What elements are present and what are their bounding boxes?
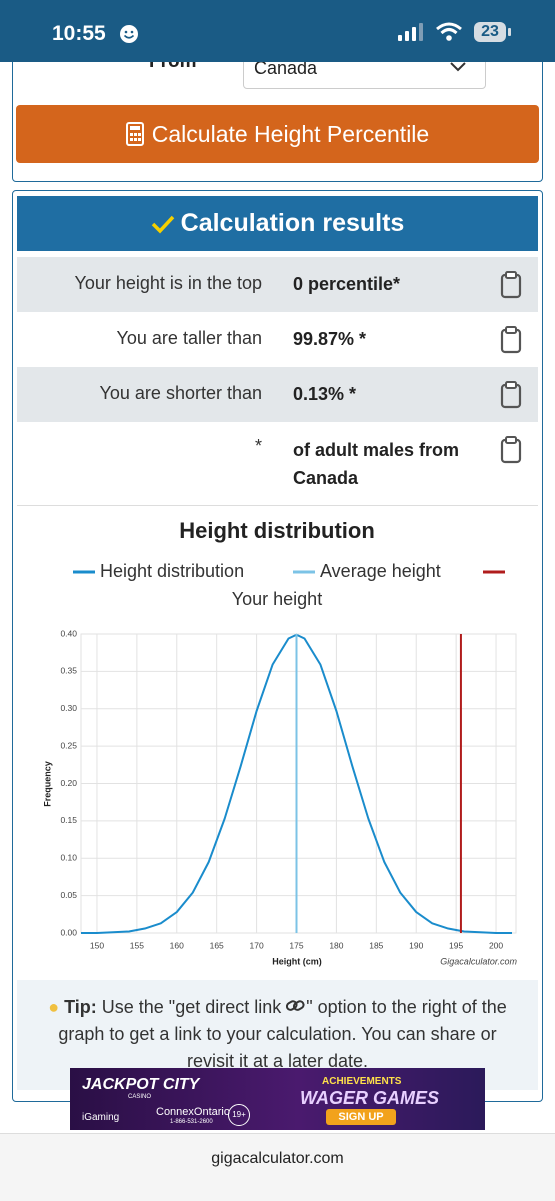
x-tick-label: 170	[250, 940, 264, 950]
result-row: * of adult males from Canada	[17, 422, 538, 504]
ad-banner-main: WAGER GAMES	[300, 1088, 440, 1108]
url: gigacalculator.com	[211, 1150, 344, 1167]
calculator-icon	[125, 122, 144, 146]
chevron	[450, 62, 466, 72]
y-tick-label: 0.15	[60, 815, 77, 825]
status-bar: 10:55 23	[0, 0, 555, 62]
browser-bar: gigacalculator.com	[0, 1133, 555, 1201]
result-label: Your height is in the top	[74, 273, 262, 293]
y-tick-label: 0.05	[60, 890, 77, 900]
calculate-button[interactable]: Calculate Height Percentile	[16, 105, 539, 163]
tip-after: " option to the right of the graph to ge…	[58, 997, 507, 1071]
y-tick-label: 0.10	[60, 853, 77, 863]
y-tick-label: 0.30	[60, 703, 77, 713]
smiley-icon	[120, 25, 138, 43]
divider	[17, 505, 538, 506]
chart: Height distribution Height distribution Av…	[42, 518, 517, 967]
result-label: You are shorter than	[99, 383, 262, 403]
result-value: 0 percentile*	[293, 274, 401, 294]
x-tick-label: 155	[130, 940, 144, 950]
x-tick-label: 160	[170, 940, 184, 950]
x-tick-label: 165	[210, 940, 224, 950]
battery-tip	[508, 28, 511, 36]
result-value: 99.87% *	[293, 329, 367, 349]
copy-icon[interactable]	[500, 381, 522, 409]
ad-age: 19+	[228, 1104, 250, 1126]
y-tick-label: 0.35	[60, 666, 77, 676]
ad-phone: 1-866-531-2600	[170, 1119, 213, 1125]
ad-cta[interactable]: SIGN UP	[326, 1109, 396, 1125]
result-row: You are shorter than 0.13% *	[17, 367, 538, 422]
ad-connex: ConnexOntario	[156, 1106, 230, 1118]
x-axis-label: Height (cm)	[272, 956, 322, 966]
ad-brand-sub: CASINO	[128, 1094, 152, 1100]
y-tick-label: 0.00	[60, 927, 77, 937]
chart-credit: Gigacalculator.com	[440, 956, 517, 966]
result-value: of adult males from Canada	[293, 440, 460, 488]
results-header: Calculation results	[17, 196, 538, 251]
battery: 23	[474, 22, 506, 42]
legend-label: Average height	[320, 561, 441, 581]
tip-label: Tip:	[64, 997, 97, 1017]
result-row: Your height is in the top 0 percentile*	[17, 257, 538, 312]
tip-before: Use the "get direct link	[101, 997, 282, 1017]
plot-border	[80, 633, 517, 934]
x-tick-label: 150	[90, 940, 104, 950]
ad-igaming: iGaming	[82, 1112, 120, 1123]
tip-text: ● Tip: Use the "get direct link " option…	[48, 997, 507, 1071]
x-tick-label: 200	[489, 940, 503, 950]
legend-label: Height distribution	[100, 561, 244, 581]
result-row: You are taller than 99.87% *	[17, 312, 538, 367]
chart-title: Height distribution	[179, 518, 375, 543]
copy-icon[interactable]	[500, 436, 522, 464]
x-tick-label: 175	[289, 940, 303, 950]
copy-icon[interactable]	[500, 326, 522, 354]
result-value: 0.13% *	[293, 384, 357, 404]
country: Canada	[254, 58, 318, 78]
y-tick-label: 0.20	[60, 778, 77, 788]
check-icon	[151, 215, 174, 234]
results-title: Calculation results	[180, 209, 405, 237]
ad-banner[interactable]: JACKPOT CITY CASINO iGaming ConnexOntari…	[70, 1068, 485, 1130]
y-tick-label: 0.40	[60, 628, 77, 638]
y-axis-label: Frequency	[42, 761, 52, 807]
wifi-icon	[436, 22, 462, 41]
result-label: *	[254, 436, 262, 456]
x-tick-label: 195	[449, 940, 463, 950]
x-tick-label: 185	[369, 940, 383, 950]
y-tick-label: 0.25	[60, 740, 77, 750]
button-label: Calculate Height Percentile	[151, 120, 430, 147]
clock: 10:55	[52, 22, 106, 45]
x-tick-label: 190	[409, 940, 423, 950]
ad-banner-top: ACHIEVEMENTS	[322, 1076, 402, 1087]
ad-brand: JACKPOT CITY	[82, 1076, 200, 1093]
link-icon	[286, 1000, 305, 1011]
signal-icon	[398, 23, 423, 41]
copy-icon[interactable]	[500, 271, 522, 299]
form-card: From Canada Calculate Height Percentile	[12, 30, 543, 182]
legend-label: Your height	[232, 589, 322, 609]
x-tick-label: 180	[329, 940, 343, 950]
result-label: You are taller than	[116, 328, 262, 348]
